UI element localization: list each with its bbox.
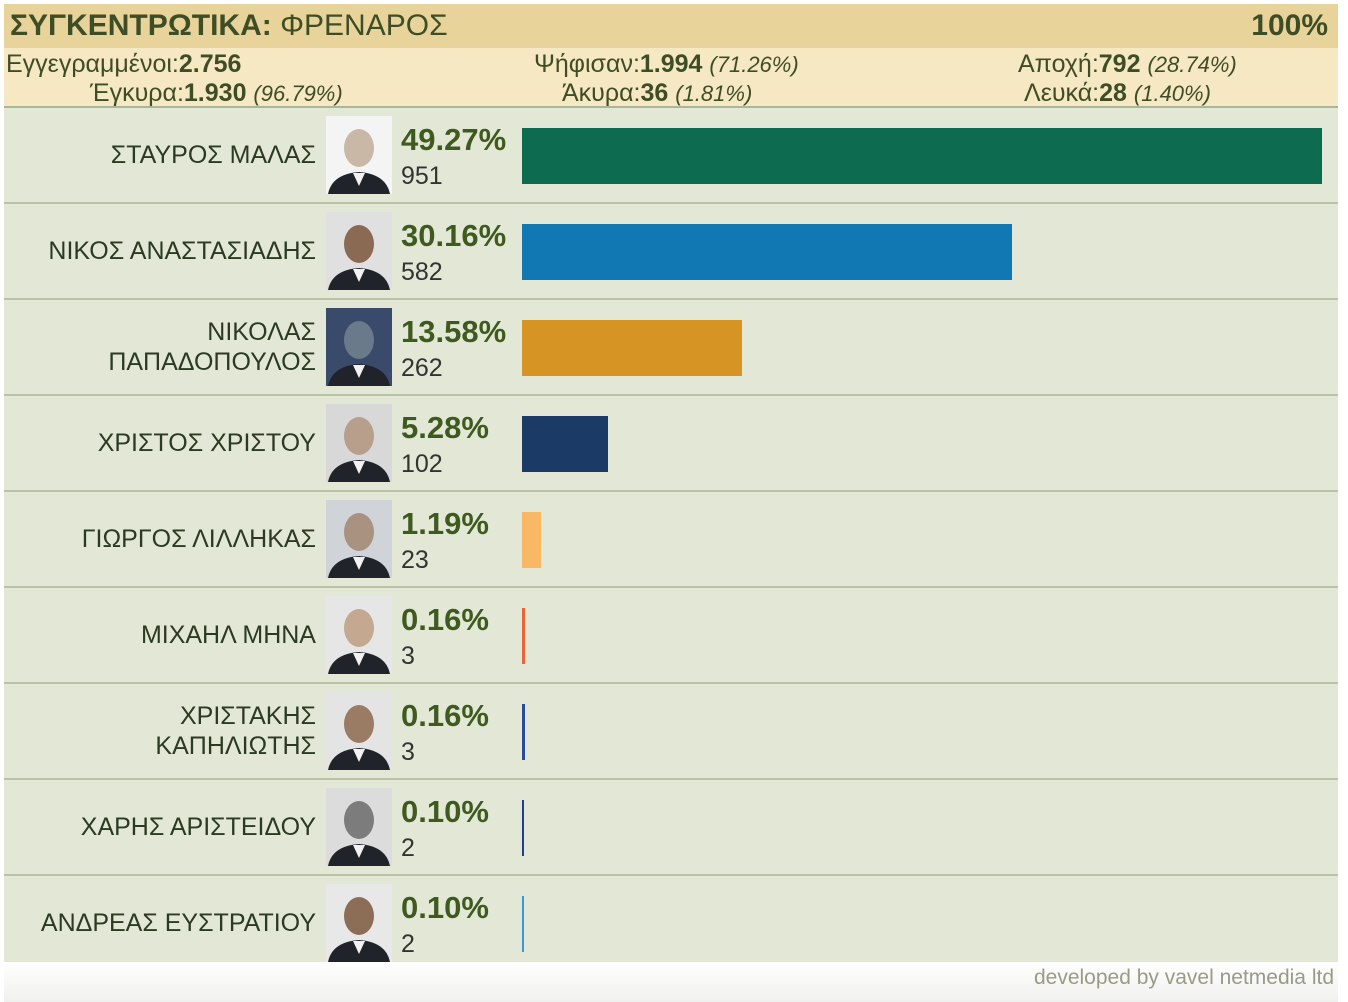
title-summary: ΣΥΓΚΕΝΤΡΩΤΙΚΑ: bbox=[10, 9, 272, 42]
stat-registered: Εγγεγραμμένοι:2.756 bbox=[6, 50, 242, 78]
candidate-name: ΑΝΔΡΕΑΣ ΕΥΣΤΡΑΤΙΟΥ bbox=[40, 909, 316, 937]
candidate-name: ΧΑΡΗΣ ΑΡΙΣΤΕΙΔΟΥ bbox=[80, 813, 316, 841]
candidate-bar bbox=[522, 896, 524, 952]
candidate-row: ΧΡΙΣΤΟΣ ΧΡΙΣΤΟΥ 5.28% 102 bbox=[4, 396, 1338, 492]
candidate-percent: 0.16% bbox=[401, 698, 489, 733]
candidate-votes: 3 bbox=[401, 738, 415, 766]
candidate-votes: 2 bbox=[401, 930, 415, 958]
candidate-name: ΧΡΙΣΤΑΚΗΣ ΚΑΠΗΛΙΩΤΗΣ bbox=[155, 702, 316, 760]
footer-credit: developed by vavel netmedia ltd bbox=[1033, 966, 1334, 989]
candidate-bar bbox=[522, 224, 1012, 280]
candidate-row: ΧΑΡΗΣ ΑΡΙΣΤΕΙΔΟΥ 0.10% 2 bbox=[4, 780, 1338, 876]
footer-bar bbox=[4, 962, 1338, 1002]
candidate-row: ΝΙΚΟΛΑΣ ΠΑΠΑΔΟΠΟΥΛΟΣ 13.58% 262 bbox=[4, 300, 1338, 396]
candidate-photo bbox=[326, 116, 392, 194]
candidate-photo bbox=[326, 884, 392, 962]
candidate-bar bbox=[522, 320, 742, 376]
candidate-photo bbox=[326, 404, 392, 482]
candidate-votes: 582 bbox=[401, 258, 443, 286]
candidate-row: ΝΙΚΟΣ ΑΝΑΣΤΑΣΙΑΔΗΣ 30.16% 582 bbox=[4, 204, 1338, 300]
candidate-bar bbox=[522, 704, 525, 760]
candidate-photo bbox=[326, 212, 392, 290]
title-bar: ΣΥΓΚΕΝΤΡΩΤΙΚΑ: ΦΡΕΝΑΡΟΣ 100% bbox=[4, 4, 1338, 48]
candidate-votes: 102 bbox=[401, 450, 443, 478]
candidate-name: ΓΙΩΡΓΟΣ ΛΙΛΛΗΚΑΣ bbox=[81, 525, 316, 553]
candidate-percent: 5.28% bbox=[401, 410, 489, 445]
percent-counted: 100% bbox=[1251, 9, 1328, 42]
candidate-name: ΣΤΑΥΡΟΣ ΜΑΛΑΣ bbox=[110, 141, 316, 169]
candidate-name: ΧΡΙΣΤΟΣ ΧΡΙΣΤΟΥ bbox=[97, 429, 316, 457]
candidate-bar bbox=[522, 800, 524, 856]
stat-abstention: Αποχή:792 (28.74%) bbox=[1018, 50, 1237, 78]
candidate-photo bbox=[326, 308, 392, 386]
candidate-name: ΜΙΧΑΗΛ ΜΗΝΑ bbox=[140, 621, 316, 649]
candidate-percent: 0.16% bbox=[401, 602, 489, 637]
candidate-photo bbox=[326, 692, 392, 770]
candidate-name: ΝΙΚΟΣ ΑΝΑΣΤΑΣΙΑΔΗΣ bbox=[48, 237, 316, 265]
candidate-photo bbox=[326, 500, 392, 578]
stat-voted: Ψήφισαν:1.994 (71.26%) bbox=[534, 50, 799, 78]
candidate-bar bbox=[522, 128, 1322, 184]
stat-valid: Έγκυρα:1.930 (96.79%) bbox=[90, 79, 343, 107]
candidate-photo bbox=[326, 788, 392, 866]
candidate-row: ΜΙΧΑΗΛ ΜΗΝΑ 0.16% 3 bbox=[4, 588, 1338, 684]
stat-invalid: Άκυρα:36 (1.81%) bbox=[562, 79, 753, 107]
candidate-votes: 3 bbox=[401, 642, 415, 670]
candidate-percent: 1.19% bbox=[401, 506, 489, 541]
candidate-photo bbox=[326, 596, 392, 674]
candidate-bar bbox=[522, 608, 525, 664]
candidate-percent: 0.10% bbox=[401, 794, 489, 829]
candidate-list: ΣΤΑΥΡΟΣ ΜΑΛΑΣ 49.27% 951 ΝΙΚΟΣ ΑΝΑΣΤΑΣΙΑΔΗΣ… bbox=[4, 108, 1338, 972]
candidate-percent: 13.58% bbox=[401, 314, 507, 349]
results-panel: ΣΥΓΚΕΝΤΡΩΤΙΚΑ: ΦΡΕΝΑΡΟΣ 100% Εγγεγραμμέν… bbox=[4, 4, 1338, 972]
turnout-stats: Εγγεγραμμένοι:2.756 Ψήφισαν:1.994 (71.26… bbox=[4, 48, 1338, 108]
title-place: ΦΡΕΝΑΡΟΣ bbox=[271, 9, 448, 42]
candidate-bar bbox=[522, 512, 541, 568]
candidate-votes: 2 bbox=[401, 834, 415, 862]
candidate-percent: 0.10% bbox=[401, 890, 489, 925]
candidate-row: ΑΝΔΡΕΑΣ ΕΥΣΤΡΑΤΙΟΥ 0.10% 2 bbox=[4, 876, 1338, 972]
candidate-percent: 30.16% bbox=[401, 218, 507, 253]
candidate-name: ΝΙΚΟΛΑΣ ΠΑΠΑΔΟΠΟΥΛΟΣ bbox=[108, 318, 316, 376]
candidate-bar bbox=[522, 416, 608, 472]
candidate-row: ΣΤΑΥΡΟΣ ΜΑΛΑΣ 49.27% 951 bbox=[4, 108, 1338, 204]
candidate-votes: 951 bbox=[401, 162, 443, 190]
stat-blank: Λευκά:28 (1.40%) bbox=[1024, 79, 1211, 107]
candidate-row: ΓΙΩΡΓΟΣ ΛΙΛΛΗΚΑΣ 1.19% 23 bbox=[4, 492, 1338, 588]
candidate-votes: 23 bbox=[401, 546, 429, 574]
page-title: ΣΥΓΚΕΝΤΡΩΤΙΚΑ: ΦΡΕΝΑΡΟΣ bbox=[10, 9, 448, 43]
candidate-votes: 262 bbox=[401, 354, 443, 382]
candidate-row: ΧΡΙΣΤΑΚΗΣ ΚΑΠΗΛΙΩΤΗΣ 0.16% 3 bbox=[4, 684, 1338, 780]
candidate-percent: 49.27% bbox=[401, 122, 507, 157]
